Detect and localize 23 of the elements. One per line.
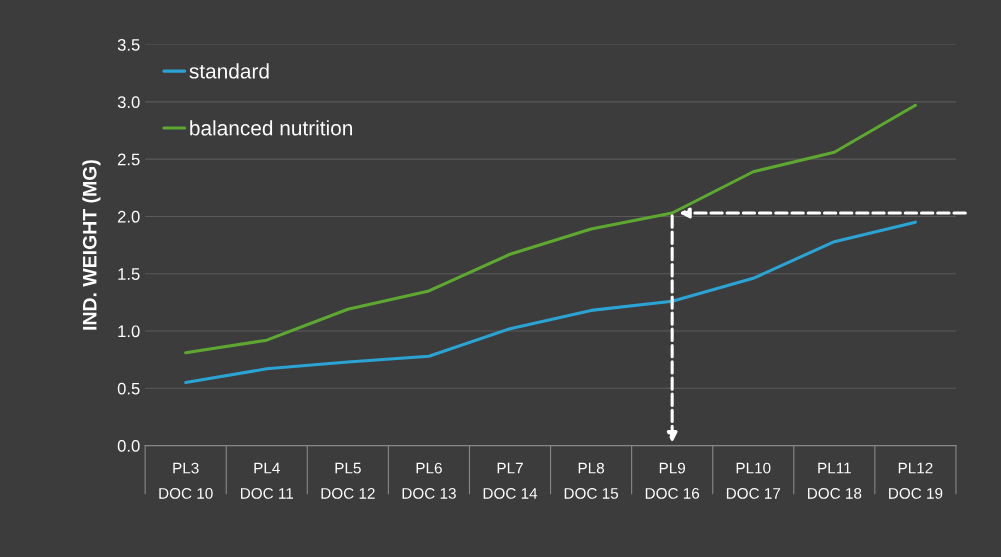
y-tick-label: 0.5 [117, 382, 140, 395]
y-tick-label: 2.0 [117, 210, 140, 223]
y-tick-label: 1.0 [118, 325, 140, 338]
x-tick-label: PL8 DOC 15 [564, 462, 619, 499]
y-tick-label: 3.0 [117, 96, 140, 109]
y-tick-label: 3.5 [117, 38, 140, 51]
y-tick-label: 0.0 [117, 440, 140, 452]
x-tick-label: PL3 DOC 10 [159, 462, 213, 499]
line-series [184, 103, 917, 355]
x-tick-label: PL11 DOC 18 [807, 462, 862, 499]
y-tick-label: 2.5 [117, 153, 140, 166]
legend-label: balanced nutrition [190, 120, 353, 136]
line-series [184, 220, 917, 385]
x-tick-label: PL9 DOC 16 [645, 462, 700, 499]
x-tick-label: PL5 DOC 12 [321, 462, 375, 499]
x-tick-label: PL12 DOC 19 [889, 462, 943, 499]
y-axis-title: IND. WEIGHT (MG) [82, 160, 101, 330]
x-tick-label: PL7 DOC 14 [483, 462, 538, 499]
x-tick-label: PL4 DOC 11 [240, 462, 294, 499]
x-tick-label: PL10 DOC 17 [726, 462, 781, 499]
x-tick-label: PL6 DOC 13 [402, 462, 456, 499]
legend-label: standard [189, 63, 269, 79]
y-tick-label: 1.5 [118, 268, 140, 280]
